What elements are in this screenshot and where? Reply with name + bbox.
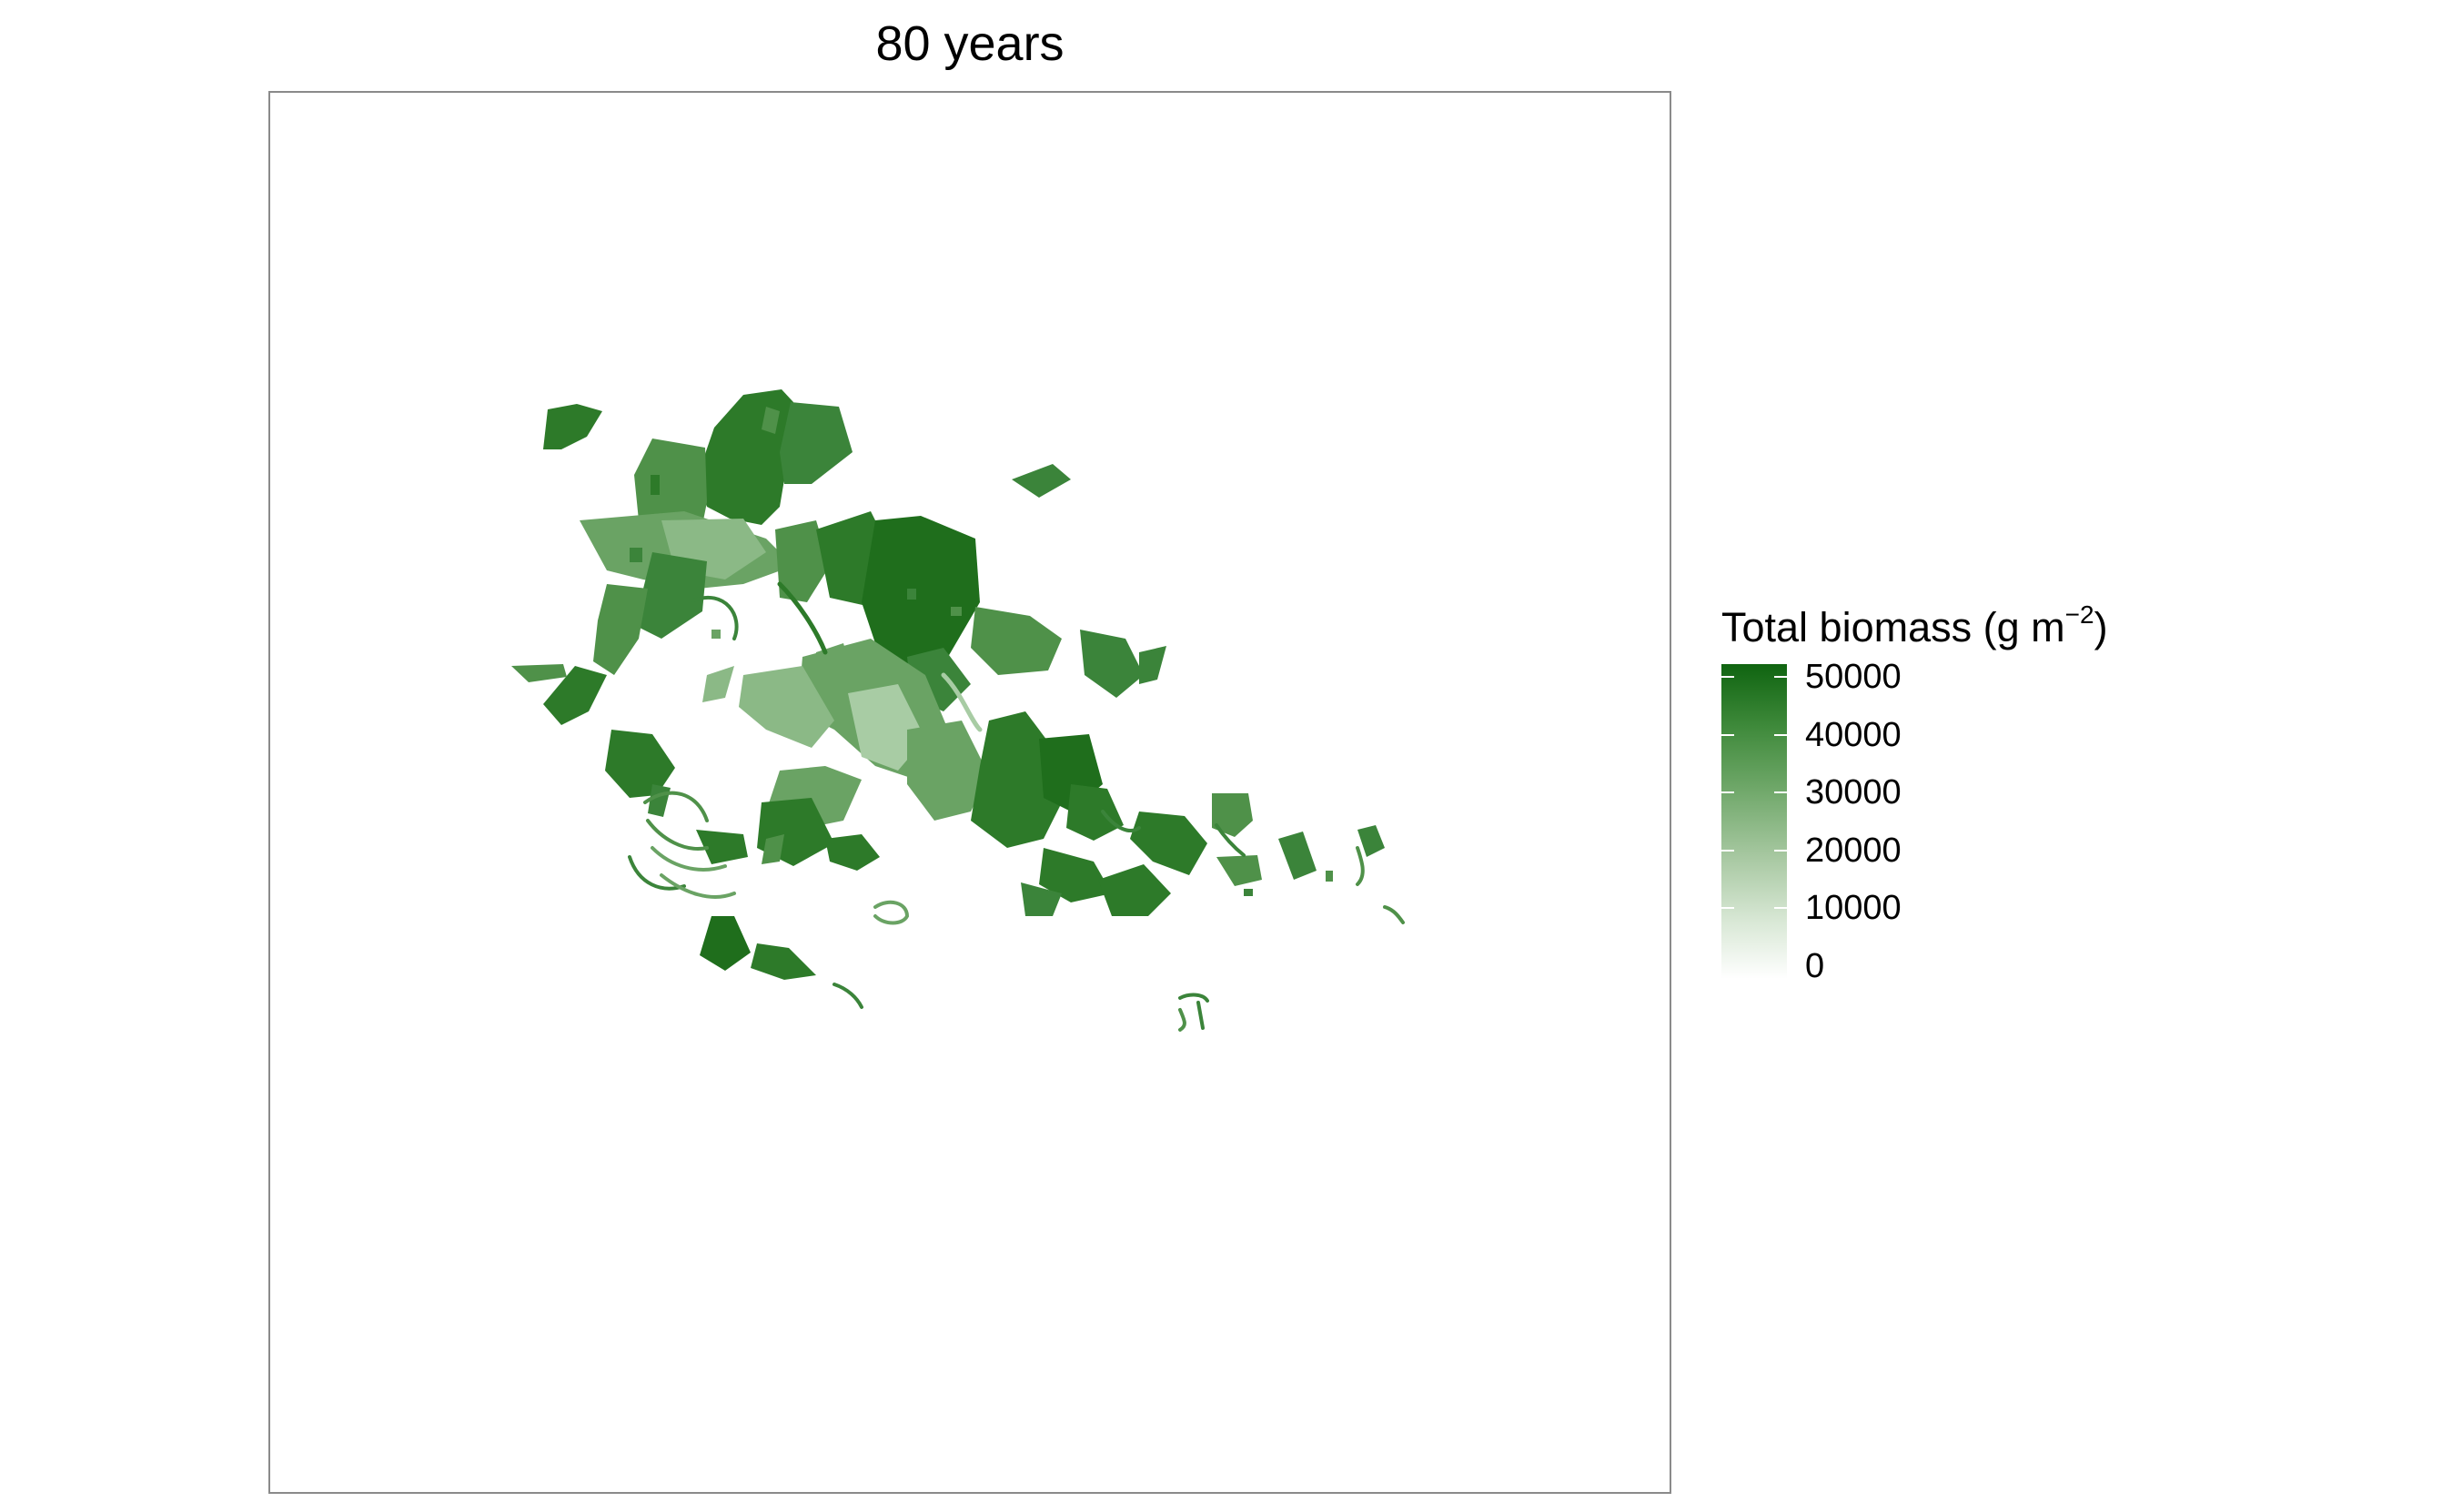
forest-fragment	[1244, 889, 1253, 896]
legend-colorbar	[1721, 664, 1787, 979]
forest-fragment	[646, 819, 709, 851]
forest-patch	[634, 552, 707, 639]
forest-patch	[593, 584, 648, 675]
forest-patch	[762, 407, 780, 434]
forest-fragment	[651, 846, 727, 872]
biomass-map	[511, 389, 1405, 1032]
forest-patches	[511, 389, 1385, 980]
forest-patch	[1012, 464, 1071, 498]
forest-patch	[762, 834, 784, 864]
forest-patch	[739, 666, 834, 748]
legend-tick	[1721, 849, 1734, 852]
legend-tick-label: 40000	[1805, 715, 1902, 754]
forest-fragment	[691, 595, 739, 640]
legend-tick	[1774, 676, 1787, 678]
forest-patch	[1080, 630, 1144, 698]
forest-patch	[702, 666, 734, 702]
forest-patch	[848, 684, 925, 771]
forest-patch	[1139, 646, 1166, 684]
forest-patch	[907, 721, 989, 821]
forest-fragment	[630, 548, 642, 562]
legend-tick-label: 0	[1805, 947, 1825, 985]
legend-tick-marks	[1721, 664, 1787, 979]
forest-patch	[862, 516, 980, 680]
forest-fragment	[1215, 823, 1246, 857]
legend-tick	[1774, 733, 1787, 736]
legend-tick	[1774, 791, 1787, 794]
forest-fragment	[651, 475, 660, 495]
legend-tick	[1721, 907, 1734, 910]
forest-patch	[543, 404, 602, 449]
forest-fragment	[1383, 905, 1405, 924]
forest-patch	[1066, 784, 1124, 841]
forest-fragment	[777, 581, 828, 655]
legend-tick-label: 20000	[1805, 831, 1902, 870]
legend-tick-label: 30000	[1805, 773, 1902, 812]
forest-patch	[543, 666, 607, 725]
forest-fragment	[643, 791, 709, 822]
color-legend: Total biomass (g m−2) 50000 40000 30000 200…	[1721, 591, 2413, 1010]
forest-fragment	[1101, 810, 1141, 832]
legend-title: Total biomass (g m−2)	[1721, 591, 2108, 655]
forest-patch	[971, 607, 1062, 675]
forest-patch	[605, 730, 675, 798]
forest-patch	[700, 916, 751, 971]
forest-patch	[1216, 855, 1262, 886]
legend-title-exponent: −2	[2064, 600, 2094, 629]
legend-title-text: Total biomass (g m	[1721, 604, 2065, 650]
forest-fragment	[1356, 846, 1365, 886]
forest-fragment	[907, 589, 916, 600]
forest-patch	[751, 943, 816, 980]
legend-tick	[1721, 733, 1734, 736]
forest-patch	[1021, 882, 1062, 916]
forest-patch	[1098, 864, 1171, 916]
legend-tick	[1774, 849, 1787, 852]
forest-patch	[1039, 848, 1112, 902]
forest-patch	[1130, 811, 1207, 875]
forest-patch	[698, 389, 793, 525]
forest-fragment	[711, 630, 721, 639]
forest-patch	[1278, 832, 1317, 880]
forest-speckles	[630, 475, 1333, 896]
legend-tick	[1721, 676, 1734, 678]
forest-patch	[825, 834, 880, 871]
forest-fragment	[941, 672, 983, 732]
map-panel	[268, 91, 1671, 1494]
forest-fragment	[1196, 1001, 1205, 1030]
forest-fragment	[873, 900, 910, 925]
forest-patch	[1212, 793, 1253, 837]
forest-fragment	[1178, 993, 1209, 1003]
legend-tick	[1721, 791, 1734, 794]
forest-fragment	[1326, 871, 1333, 882]
forest-fragment	[1178, 1008, 1186, 1032]
forest-patch	[511, 664, 567, 682]
forest-fragment	[951, 607, 962, 616]
forest-patch	[696, 830, 748, 864]
forest-fragment	[660, 873, 736, 899]
legend-title-close: )	[2094, 604, 2108, 650]
forest-patch	[775, 520, 830, 602]
forest-outline-fragments	[628, 581, 1405, 1032]
legend-tick	[1774, 907, 1787, 910]
forest-fragment	[832, 983, 863, 1009]
forest-patch	[780, 402, 853, 484]
forest-patch	[1357, 825, 1385, 857]
map-title: 80 years	[875, 16, 1065, 71]
legend-tick-label: 50000	[1805, 658, 1902, 696]
legend-tick-label: 10000	[1805, 889, 1902, 928]
forest-fragment	[853, 570, 863, 583]
